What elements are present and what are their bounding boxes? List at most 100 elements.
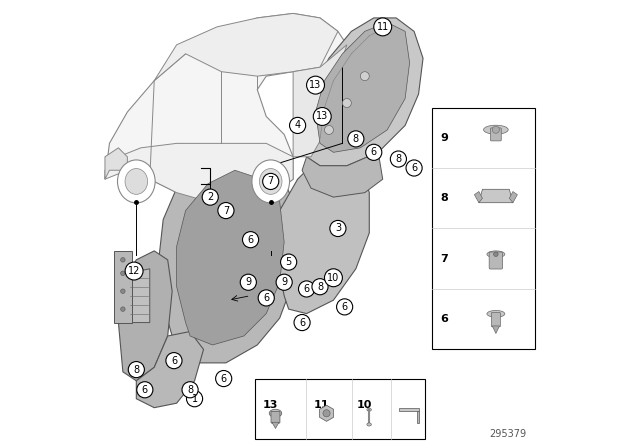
Circle shape (166, 353, 182, 369)
Text: 7: 7 (268, 177, 274, 186)
Text: 8: 8 (440, 193, 448, 203)
Circle shape (323, 409, 330, 417)
Circle shape (120, 258, 125, 262)
Text: 6: 6 (371, 147, 377, 157)
Text: 6: 6 (411, 163, 417, 173)
Text: 6: 6 (303, 284, 310, 294)
Text: 4: 4 (294, 121, 301, 130)
Text: 12: 12 (128, 266, 140, 276)
Ellipse shape (118, 160, 155, 203)
Circle shape (330, 220, 346, 237)
Ellipse shape (269, 409, 282, 418)
Circle shape (365, 144, 382, 160)
Circle shape (258, 290, 275, 306)
Circle shape (374, 18, 392, 36)
Text: 7: 7 (223, 206, 229, 215)
Circle shape (348, 131, 364, 147)
Text: 6: 6 (342, 302, 348, 312)
Text: 8: 8 (133, 365, 140, 375)
Circle shape (137, 382, 153, 398)
Circle shape (324, 269, 342, 287)
Polygon shape (127, 269, 150, 323)
Polygon shape (492, 326, 499, 334)
Polygon shape (399, 408, 419, 411)
Text: 11: 11 (314, 400, 330, 410)
Circle shape (342, 99, 351, 108)
Text: 6: 6 (299, 318, 305, 327)
Polygon shape (272, 422, 279, 428)
Ellipse shape (487, 310, 505, 317)
Polygon shape (275, 148, 369, 314)
Text: 6: 6 (142, 385, 148, 395)
Text: 8: 8 (353, 134, 359, 144)
Ellipse shape (484, 125, 508, 134)
Circle shape (324, 125, 333, 134)
Ellipse shape (367, 408, 371, 411)
Circle shape (128, 362, 145, 378)
Circle shape (492, 126, 499, 134)
FancyBboxPatch shape (492, 313, 500, 327)
Text: 13: 13 (316, 112, 328, 121)
Polygon shape (118, 251, 172, 381)
Text: 8: 8 (396, 154, 401, 164)
Text: 8: 8 (187, 385, 193, 395)
FancyBboxPatch shape (490, 128, 501, 141)
Circle shape (125, 262, 143, 280)
Circle shape (298, 281, 315, 297)
Polygon shape (136, 332, 204, 408)
Circle shape (280, 254, 297, 270)
Polygon shape (105, 143, 293, 202)
Text: 9: 9 (440, 133, 448, 143)
Circle shape (289, 117, 306, 134)
Circle shape (218, 202, 234, 219)
Ellipse shape (125, 168, 148, 194)
Circle shape (294, 314, 310, 331)
Text: 11: 11 (376, 22, 389, 32)
Text: 6: 6 (221, 374, 227, 383)
Polygon shape (177, 170, 284, 345)
Circle shape (202, 189, 218, 205)
Polygon shape (293, 45, 347, 157)
Ellipse shape (252, 160, 289, 203)
Ellipse shape (367, 423, 371, 426)
Circle shape (337, 299, 353, 315)
Circle shape (390, 151, 406, 167)
Circle shape (312, 279, 328, 295)
Polygon shape (159, 148, 298, 363)
Text: 13: 13 (309, 80, 322, 90)
Text: 7: 7 (440, 254, 448, 264)
Text: 6: 6 (440, 314, 448, 324)
Text: 6: 6 (171, 356, 177, 366)
Text: 1: 1 (191, 394, 198, 404)
FancyBboxPatch shape (489, 252, 502, 269)
Polygon shape (319, 405, 333, 421)
Text: 8: 8 (317, 282, 323, 292)
Circle shape (240, 274, 257, 290)
Circle shape (243, 232, 259, 248)
Circle shape (262, 173, 279, 190)
Polygon shape (302, 18, 423, 166)
Text: 2: 2 (207, 192, 213, 202)
FancyBboxPatch shape (255, 379, 425, 439)
Text: 5: 5 (285, 257, 292, 267)
Text: 6: 6 (248, 235, 253, 245)
Circle shape (314, 108, 332, 125)
Circle shape (307, 76, 324, 94)
Polygon shape (114, 251, 132, 323)
Ellipse shape (487, 251, 505, 258)
FancyBboxPatch shape (271, 411, 280, 423)
Circle shape (182, 382, 198, 398)
Circle shape (276, 274, 292, 290)
Polygon shape (474, 192, 483, 202)
Circle shape (120, 307, 125, 311)
Circle shape (406, 160, 422, 176)
Polygon shape (479, 189, 513, 202)
Circle shape (120, 289, 125, 293)
Circle shape (216, 370, 232, 387)
Polygon shape (316, 22, 410, 152)
Text: 9: 9 (245, 277, 252, 287)
Circle shape (493, 252, 498, 256)
Text: 295379: 295379 (489, 429, 526, 439)
FancyBboxPatch shape (432, 108, 535, 349)
Polygon shape (302, 152, 383, 197)
